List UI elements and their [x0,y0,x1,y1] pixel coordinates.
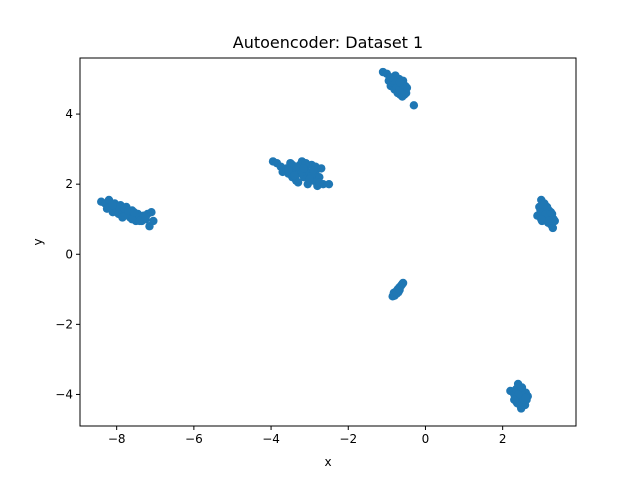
data-point [141,213,150,222]
data-point [544,216,554,226]
data-point [324,179,334,189]
data-point [398,278,408,288]
data-point [147,208,156,217]
plot-frame [79,57,577,427]
data-point [385,73,395,82]
data-point [108,201,118,210]
y-tick-label: 0 [65,247,73,261]
data-point [291,162,301,171]
x-tick-label: −8 [108,432,126,446]
x-axis-label: x [324,455,331,469]
data-point [400,90,409,100]
data-point [517,383,527,392]
data-point [521,393,531,403]
y-tick-label: −4 [55,387,73,401]
data-point [290,171,299,180]
data-point [309,165,318,175]
y-axis-label: y [31,238,45,245]
data-point [284,165,293,175]
x-tick-label: 2 [499,432,507,446]
y-tick-label: 4 [65,107,73,121]
chart-title: Autoencoder: Dataset 1 [233,33,423,52]
data-point [395,78,405,87]
y-tick-label: −2 [55,317,73,331]
data-point [548,223,558,233]
x-tick-label: −6 [185,432,203,446]
data-point [305,174,314,184]
data-point [299,164,309,173]
x-tick-label: 0 [422,432,430,446]
data-point [510,395,519,404]
data-point [550,216,559,226]
data-point [118,213,127,222]
data-point [542,202,552,212]
data-point [129,208,139,217]
y-tick-label: 2 [65,177,73,191]
data-point [149,216,158,226]
x-axis-ticks: −8 −6 −4 −2 0 2 [108,426,507,446]
x-tick-label: −4 [262,432,280,446]
x-tick-label: −2 [339,432,357,446]
data-point [395,285,404,295]
data-point [127,215,137,224]
data-point [293,178,303,187]
data-point [315,178,324,187]
y-axis-ticks: −4 −2 0 2 4 [55,107,80,401]
data-point [409,101,419,110]
data-point [537,215,546,224]
scatter-points [97,67,559,413]
